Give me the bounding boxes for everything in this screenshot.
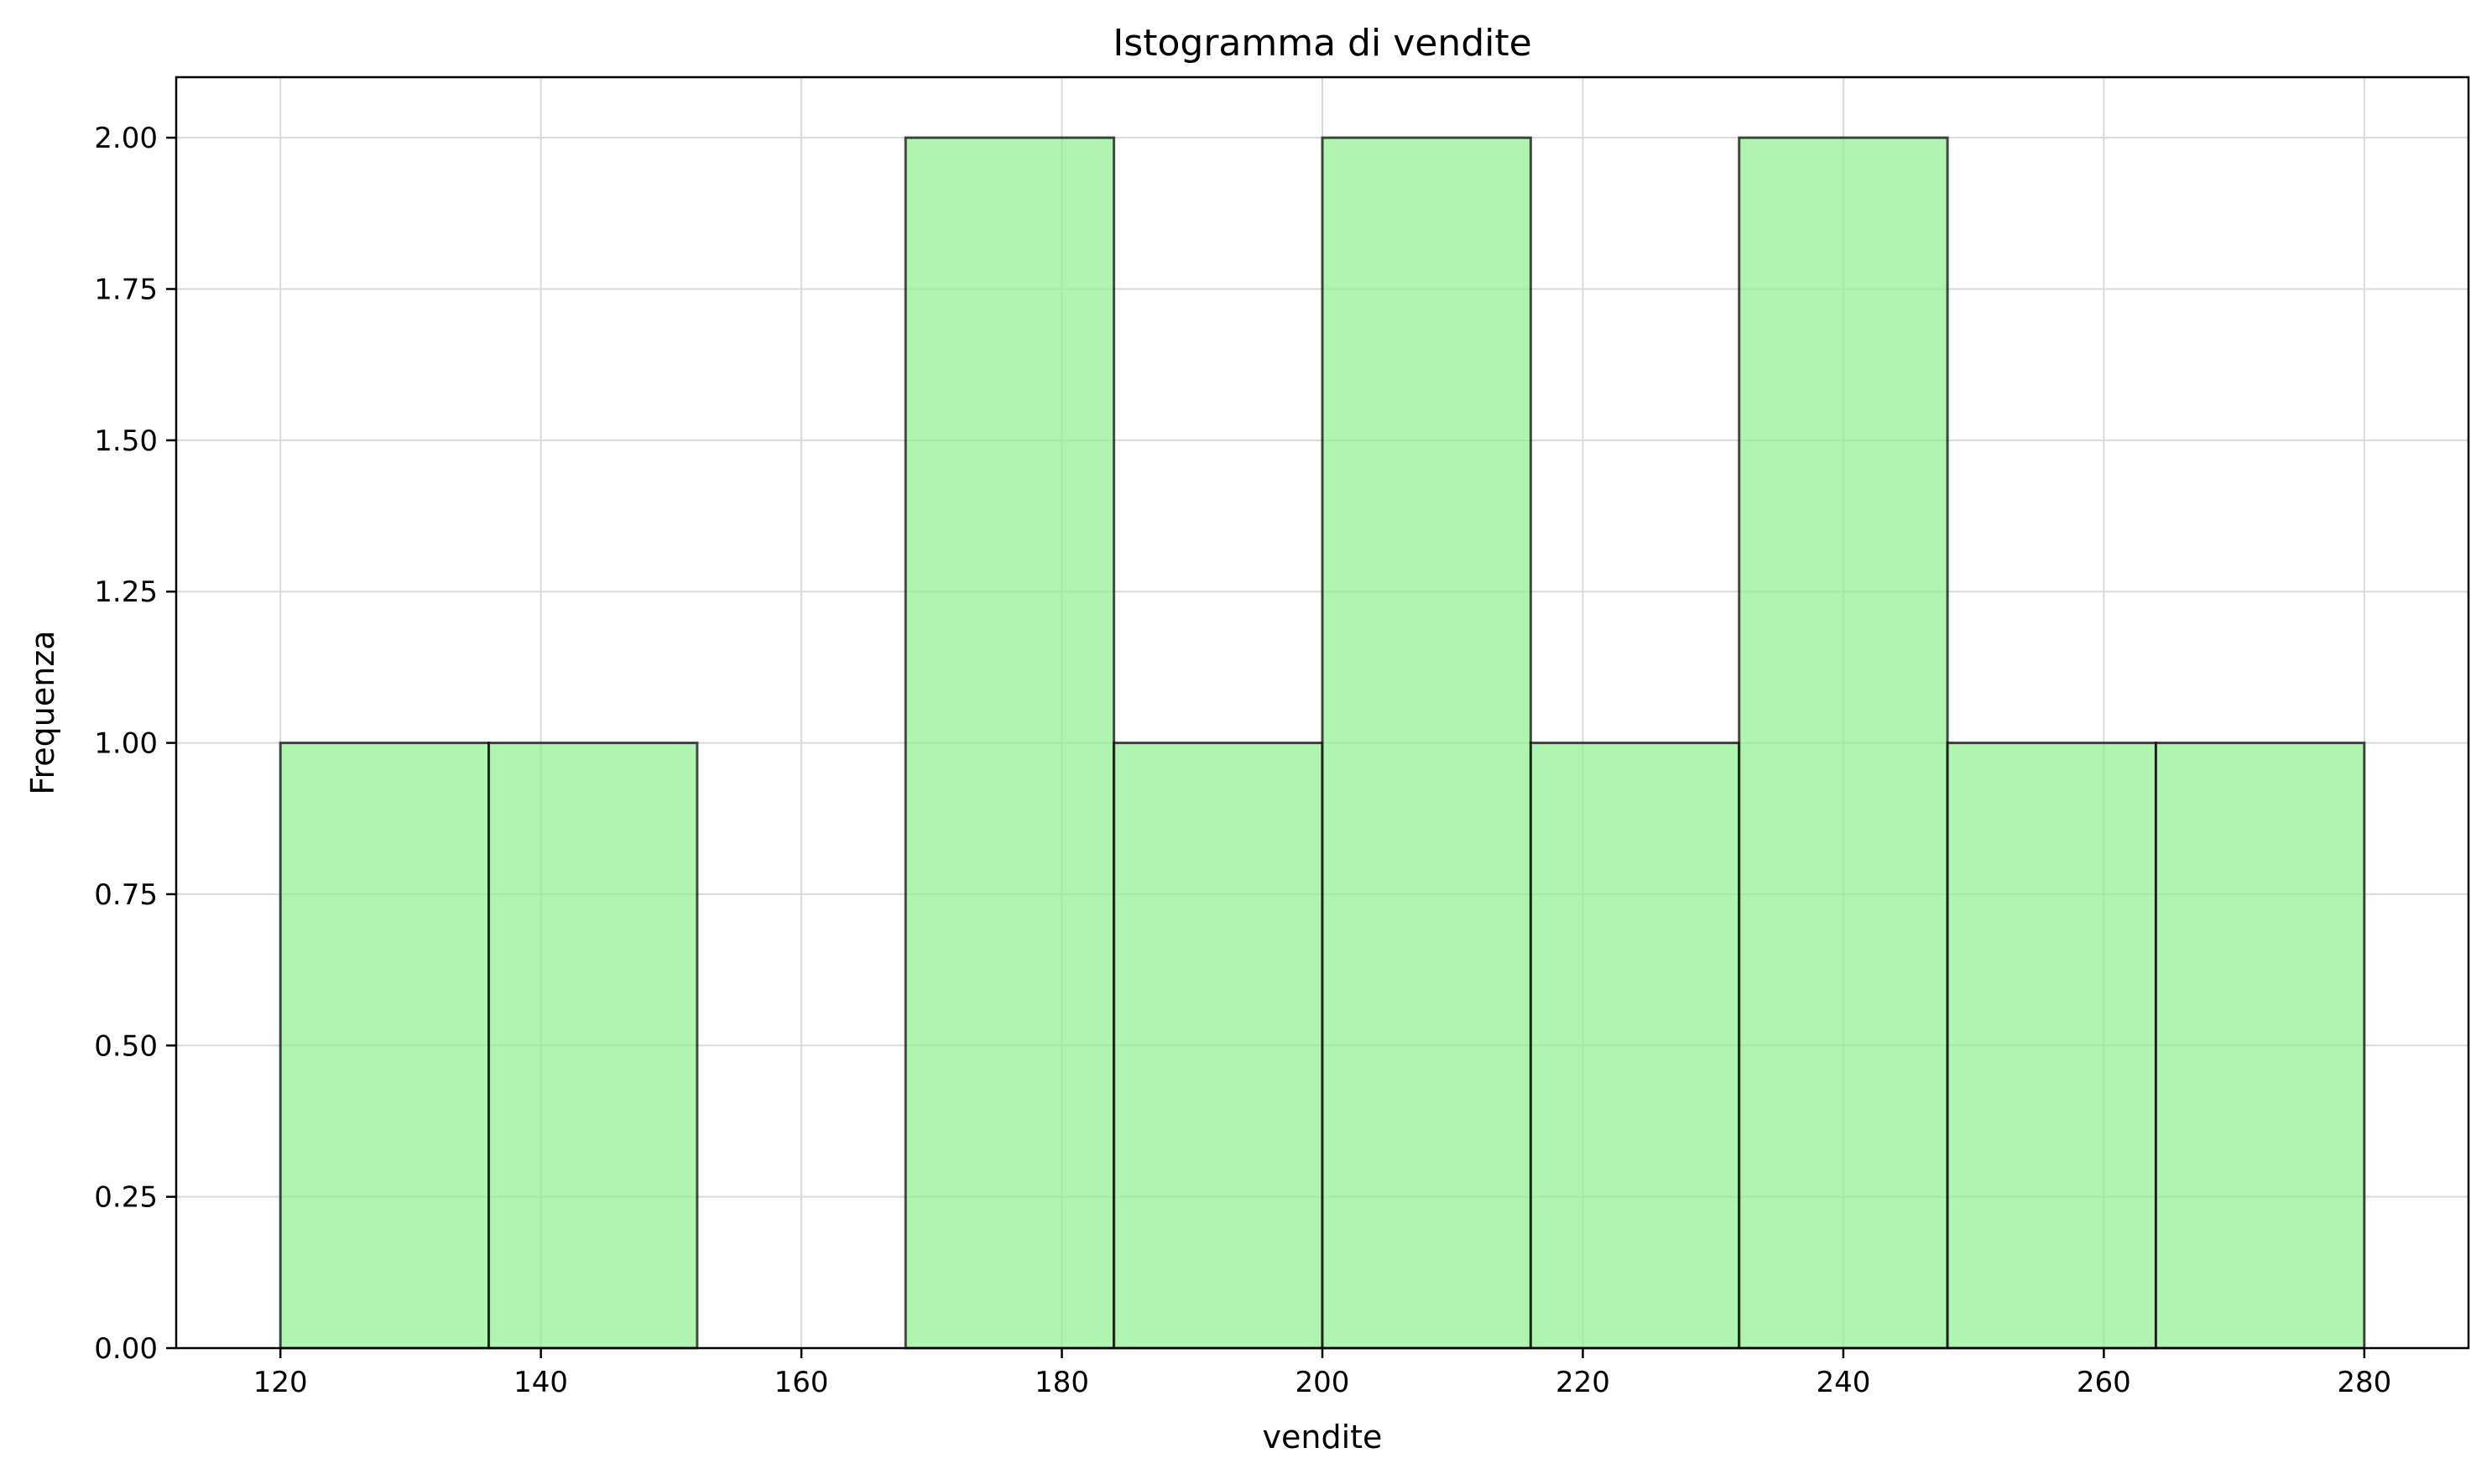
histogram-bar (2154, 742, 2366, 1350)
x-tick-label: 200 (1296, 1366, 1350, 1399)
histogram-bar (904, 136, 1116, 1350)
histogram-bar (1946, 742, 2157, 1350)
histogram-bar (1738, 136, 1949, 1350)
x-axis-label: vendite (1263, 1419, 1383, 1455)
chart-title: Istogramma di vendite (1113, 22, 1531, 65)
y-tick-label: 1.00 (94, 727, 158, 761)
y-tick-label: 2.00 (94, 122, 158, 155)
histogram-bar (1113, 742, 1324, 1350)
y-tick-label: 0.00 (94, 1332, 158, 1366)
x-tick-label: 180 (1035, 1366, 1089, 1399)
y-axis-ticks: 0.00 0.25 0.50 0.75 1.00 1.25 1.50 1.75 2.00 (94, 122, 176, 1366)
y-tick-label: 0.25 (94, 1181, 158, 1215)
x-tick-label: 120 (253, 1366, 308, 1399)
x-tick-label: 220 (1556, 1366, 1610, 1399)
y-tick-label: 1.75 (94, 273, 158, 307)
y-tick-label: 0.50 (94, 1029, 158, 1063)
y-tick-label: 0.75 (94, 878, 158, 912)
histogram-bars (279, 136, 2366, 1350)
histogram-bar (1321, 136, 1532, 1350)
x-tick-label: 160 (774, 1366, 829, 1399)
y-axis-label: Frequenza (24, 630, 61, 794)
histogram-bar (279, 742, 491, 1350)
y-tick-label: 1.25 (94, 575, 158, 609)
x-axis-ticks: 120 140 160 180 200 220 240 260 280 (253, 1348, 2391, 1399)
x-tick-label: 240 (1816, 1366, 1870, 1399)
histogram-bar (1529, 742, 1741, 1350)
x-tick-label: 140 (514, 1366, 568, 1399)
y-tick-label: 1.50 (94, 424, 158, 458)
x-tick-label: 280 (2337, 1366, 2391, 1399)
x-tick-label: 260 (2077, 1366, 2131, 1399)
histogram-bar (487, 742, 699, 1350)
